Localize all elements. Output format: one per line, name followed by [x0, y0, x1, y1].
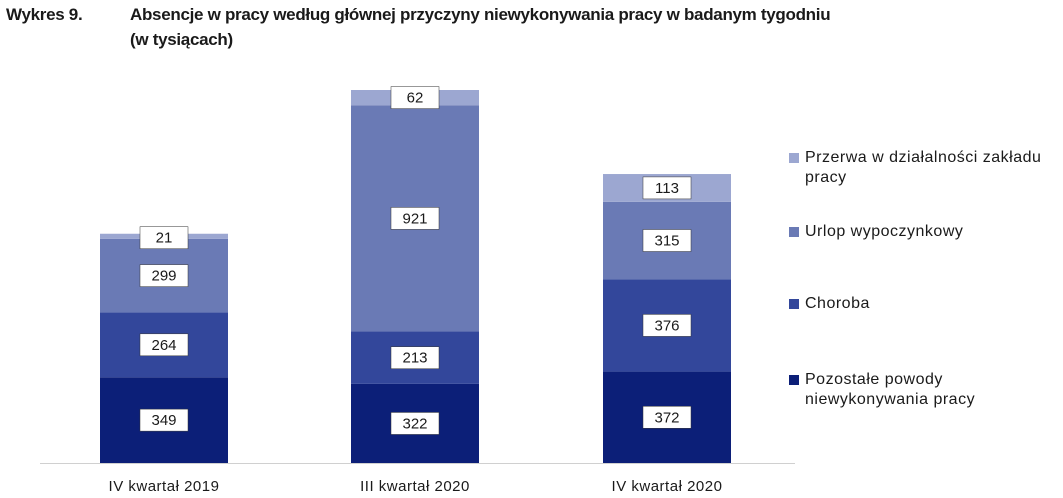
data-label: 264: [151, 337, 176, 354]
data-label-box: [390, 412, 440, 435]
data-label-box: [390, 346, 440, 369]
data-label-box: [139, 226, 189, 249]
data-label-box: [642, 406, 692, 429]
data-label: 299: [151, 268, 176, 285]
legend-label: Przerwa w działalności zakładu pracy: [805, 149, 1042, 186]
data-label-box: [139, 264, 189, 287]
data-label-box: [139, 333, 189, 357]
data-label: 322: [402, 415, 427, 432]
data-label: 921: [402, 210, 427, 227]
legend-label: Urlop wypoczynkowy: [805, 223, 964, 240]
data-label: 62: [407, 90, 424, 107]
data-label-box: [642, 314, 692, 337]
data-label: 372: [654, 409, 679, 426]
legend-swatch: [789, 153, 799, 163]
data-label: 349: [151, 412, 176, 429]
data-label-box: [390, 86, 440, 109]
x-tick-label: IV kwartał 2020: [612, 478, 723, 495]
chart-title: (w tysiącach): [130, 30, 233, 49]
chart-label: Wykres 9.: [6, 5, 83, 24]
data-label: 376: [654, 317, 679, 334]
data-label-box: [642, 229, 692, 252]
legend-swatch: [789, 227, 799, 237]
data-label: 315: [654, 232, 679, 249]
legend-swatch: [789, 375, 799, 385]
x-tick-label: IV kwartał 2019: [109, 478, 220, 495]
legend-swatch: [789, 299, 799, 309]
legend-label: Choroba: [805, 295, 870, 312]
data-label-box: [139, 408, 189, 432]
legend-label: Pozostałe powody niewykonywania pracy: [805, 371, 976, 408]
data-label-box: [642, 176, 692, 200]
data-label-box: [390, 207, 440, 230]
data-label: 213: [402, 350, 427, 367]
data-label: 21: [156, 230, 173, 247]
x-tick-label: III kwartał 2020: [360, 478, 470, 495]
chart-title: Absencje w pracy według głównej przyczyn…: [130, 5, 831, 24]
data-label: 113: [655, 180, 679, 197]
